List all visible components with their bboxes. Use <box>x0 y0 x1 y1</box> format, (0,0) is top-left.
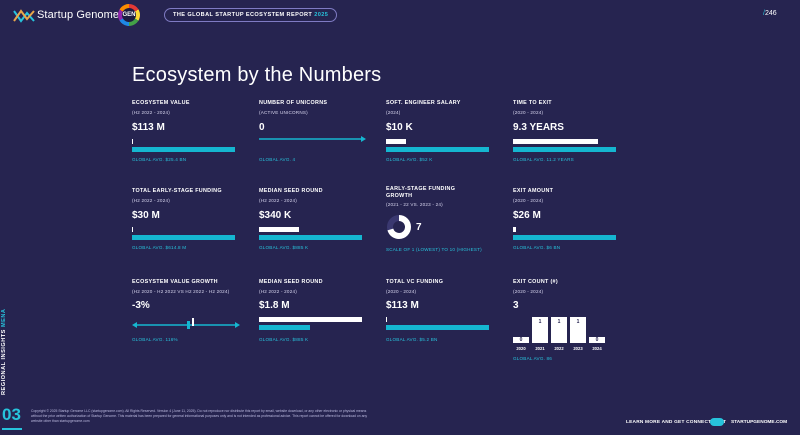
exit-count-period: (2020 - 2024) <box>513 289 544 294</box>
exit-count-global-avg: GLOBAL AVG. 86 <box>513 356 553 361</box>
vc-funding-global-bar <box>386 325 489 330</box>
funding-growth-label: EARLY-STAGE FUNDING <box>386 186 456 192</box>
value-growth-scale-icon <box>132 318 240 329</box>
median-seed-2-global-avg: GLOBAL AVG. $885 K <box>259 337 309 342</box>
ecosystem-value-value: $113 M <box>132 122 165 133</box>
ecosystem-value-period: (H2 2022 - 2024) <box>132 110 170 115</box>
exit-amount-global-avg: GLOBAL AVG. $6 BN <box>513 245 561 250</box>
unicorns-period: (ACTIVE UNICORNS) <box>259 110 308 115</box>
vc-funding-bar <box>386 317 387 322</box>
early-stage-label: TOTAL EARLY-STAGE FUNDING <box>132 188 222 194</box>
exit-count-year-2022: 2022 <box>554 346 564 351</box>
median-seed-global-avg: GLOBAL AVG. $885 K <box>259 245 309 250</box>
vc-funding-value: $113 M <box>386 300 419 311</box>
ecosystem-value-global-bar <box>132 147 235 152</box>
page-title: Ecosystem by the Numbers <box>132 64 382 86</box>
learn-more-text: LEARN MORE AND GET CONNECTED AT <box>626 420 727 425</box>
vc-funding-period: (2020 - 2024) <box>386 289 417 294</box>
early-stage-global-avg: GLOBAL AVG. $614.8 M <box>132 245 187 250</box>
salary-period: (2024) <box>386 110 401 115</box>
funding-growth-value: 7 <box>416 222 422 233</box>
vc-funding-label: TOTAL VC FUNDING <box>386 279 444 285</box>
value-growth-value: -3% <box>132 300 150 311</box>
copyright-notice: Copyright © 2025 Startup Genome LLC (sta… <box>31 409 368 423</box>
exit-amount-period: (2020 - 2024) <box>513 198 544 203</box>
report-title-pill: THE GLOBAL STARTUP ECOSYSTEM REPORT 2025 <box>164 8 338 22</box>
ecosystem-value-label: ECOSYSTEM VALUE <box>132 100 190 106</box>
median-seed-2-bar <box>259 317 362 322</box>
unicorns-value: 0 <box>259 122 265 133</box>
median-seed-2-period: (H2 2022 - 2024) <box>259 289 297 294</box>
early-stage-global-bar <box>132 235 235 240</box>
exit-count-bar-2022: 1 <box>551 317 567 343</box>
early-stage-value: $30 M <box>132 210 160 221</box>
exit-amount-label: EXIT AMOUNT <box>513 188 554 194</box>
time-to-exit-global-bar <box>513 147 616 152</box>
median-seed-2-label: MEDIAN SEED ROUND <box>259 279 323 285</box>
median-seed-bar <box>259 227 299 232</box>
slash-icon: / <box>763 10 765 17</box>
funding-growth-donut-icon <box>387 215 411 239</box>
page-number-value: 246 <box>764 10 777 17</box>
exit-count-value: 3 <box>513 300 519 311</box>
median-seed-value: $340 K <box>259 210 292 221</box>
median-seed-period: (H2 2022 - 2024) <box>259 198 297 203</box>
exit-count-year-2020: 2020 <box>516 346 526 351</box>
arrow-pill-icon <box>710 418 724 426</box>
time-to-exit-global-avg: GLOBAL AVG. 11.2 YEARS <box>513 157 574 162</box>
brand-name: Startup Genome <box>37 9 120 21</box>
time-to-exit-bar <box>513 139 598 144</box>
early-stage-period: (H2 2022 - 2024) <box>132 198 170 203</box>
value-growth-label: ECOSYSTEM VALUE GROWTH <box>132 279 218 285</box>
gen-logo-icon: GEN <box>118 4 140 26</box>
vc-funding-global-avg: GLOBAL AVG. $5.2 BN <box>386 337 438 342</box>
website-link[interactable]: STARTUPGENOME.COM <box>731 420 788 425</box>
exit-count-year-2021: 2021 <box>535 346 545 351</box>
value-growth-global-avg: GLOBAL AVG. 116% <box>132 337 178 342</box>
median-seed-2-global-bar <box>259 325 310 330</box>
exit-count-year-2024: 2024 <box>592 346 602 351</box>
funding-growth-scale: SCALE OF 1 (LOWEST) TO 10 (HIGHEST) <box>386 247 482 252</box>
time-to-exit-period: (2020 - 2024) <box>513 110 544 115</box>
exit-count-bar-2021: 1 <box>532 317 548 343</box>
value-growth-period: (H2 2020 - H2 2022 VS H2 2022 - H2 2024) <box>132 289 230 294</box>
salary-bar <box>386 139 406 144</box>
report-year: 2025 <box>314 12 329 18</box>
funding-growth-label-2: GROWTH <box>386 193 413 199</box>
time-to-exit-value: 9.3 YEARS <box>513 122 564 133</box>
side-label-main: REGIONAL INSIGHTS <box>1 329 7 395</box>
chapter-underline <box>2 428 22 430</box>
median-seed-label: MEDIAN SEED ROUND <box>259 188 323 194</box>
chapter-number: 03 <box>2 405 21 424</box>
exit-count-bar-2024: 0 <box>589 337 605 343</box>
median-seed-global-bar <box>259 235 362 240</box>
gen-badge-label: GEN <box>122 8 136 22</box>
time-to-exit-label: TIME TO EXIT <box>513 100 552 106</box>
exit-count-year-2023: 2023 <box>573 346 583 351</box>
side-label-region: MENA <box>1 308 7 328</box>
side-section-label: REGIONAL INSIGHTS MENA <box>1 309 7 395</box>
unicorns-label: NUMBER OF UNICORNS <box>259 100 328 106</box>
exit-amount-global-bar <box>513 235 616 240</box>
exit-count-bar-2023: 1 <box>570 317 586 343</box>
salary-label: SOFT. ENGINEER SALARY <box>386 100 461 106</box>
early-stage-bar <box>132 227 133 232</box>
exit-count-bar-2020: 0 <box>513 337 529 343</box>
median-seed-2-value: $1.8 M <box>259 300 290 311</box>
salary-value: $10 K <box>386 122 413 133</box>
exit-amount-bar <box>513 227 516 232</box>
funding-growth-period: (2021 - 22 VS. 2023 - 24) <box>386 202 443 207</box>
exit-count-label: EXIT COUNT (#) <box>513 279 558 285</box>
unicorns-global-avg: GLOBAL AVG. 4 <box>259 157 296 162</box>
report-title: THE GLOBAL STARTUP ECOSYSTEM REPORT <box>173 12 313 18</box>
ecosystem-value-global-avg: GLOBAL AVG. $25.4 BN <box>132 157 187 162</box>
salary-global-avg: GLOBAL AVG. $52 K <box>386 157 433 162</box>
page-number: /246 <box>763 10 777 17</box>
ecosystem-value-bar <box>132 139 133 144</box>
salary-global-bar <box>386 147 489 152</box>
unicorns-arrow-icon <box>259 136 366 142</box>
exit-amount-value: $26 M <box>513 210 541 221</box>
startup-genome-logo-icon <box>13 9 35 23</box>
